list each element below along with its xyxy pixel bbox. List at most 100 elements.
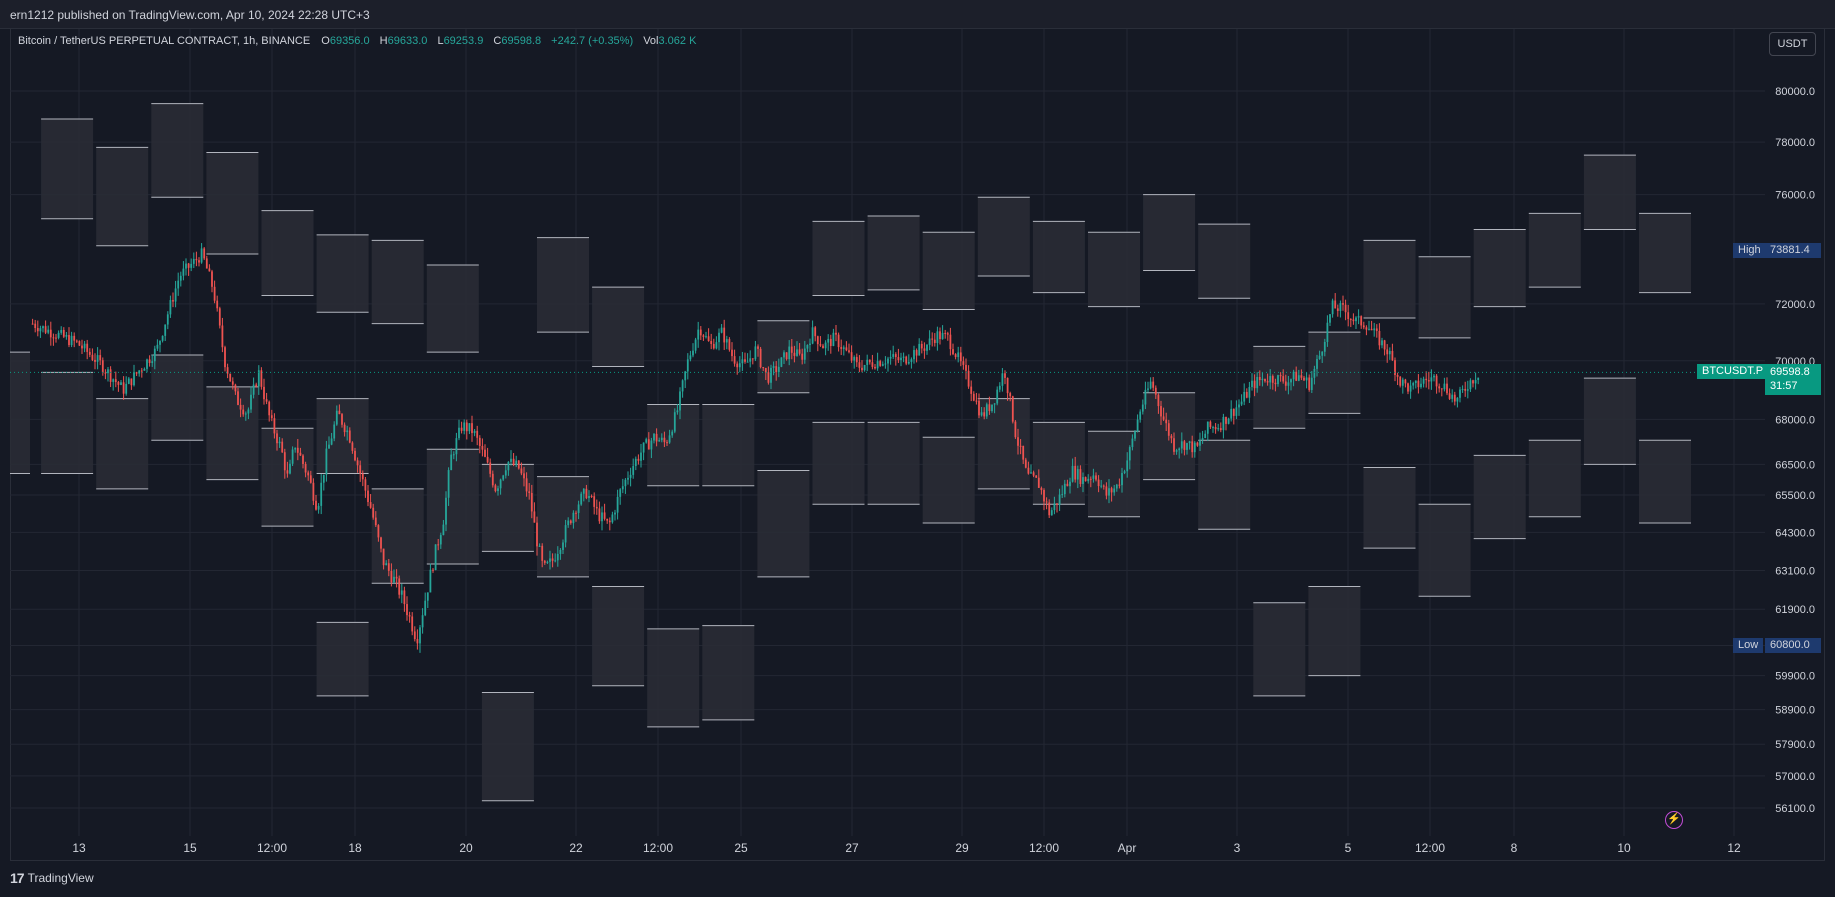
candle-body [96, 355, 99, 362]
candle-body [465, 422, 468, 432]
candle-body [603, 512, 606, 519]
candle-body [1277, 375, 1279, 385]
candle-body [1147, 388, 1149, 390]
candle-body [796, 349, 798, 356]
candle-body [1427, 380, 1430, 382]
candle-body [1240, 401, 1243, 405]
candle-body [200, 248, 203, 263]
candle-body [408, 615, 411, 617]
range-box [922, 437, 975, 523]
candle-body [455, 438, 458, 455]
candle-body [751, 358, 754, 360]
candle-body [354, 450, 356, 461]
range-box [206, 386, 259, 480]
candle-body [1144, 389, 1147, 405]
candle-body [182, 268, 185, 276]
candle-body [161, 335, 164, 341]
candle-body [777, 366, 780, 373]
candle-body [468, 423, 471, 432]
candle-body [931, 338, 934, 340]
candle-body [1196, 442, 1199, 446]
range-box [867, 216, 920, 290]
candle-body [564, 525, 567, 543]
candle-body [133, 372, 135, 386]
bolt-icon[interactable]: ⚡ [1665, 811, 1683, 829]
candle-body [101, 360, 104, 373]
candle-body [1440, 388, 1443, 390]
symbol-title: Bitcoin / TetherUS PERPETUAL CONTRACT, 1… [18, 35, 311, 47]
candle-body [614, 512, 616, 515]
candle-body [1019, 445, 1022, 447]
price-tick-label: 57000.0 [1775, 771, 1815, 783]
candle-body [452, 454, 455, 456]
candle-body [749, 358, 752, 362]
candle-body [1261, 378, 1264, 381]
candle-body [198, 260, 200, 263]
candle-body [205, 258, 208, 269]
low-marker-label: Low [1733, 638, 1764, 653]
candle-body [1365, 327, 1368, 330]
candle-body [559, 549, 562, 554]
candle-body [525, 478, 528, 492]
candle-body [221, 325, 224, 348]
candle-body [497, 488, 499, 492]
candle-body [910, 359, 913, 362]
candle-body [374, 517, 377, 526]
candle-body [1425, 378, 1428, 381]
candle-body [1095, 475, 1097, 480]
candle-body [1118, 484, 1121, 486]
range-box [481, 692, 534, 801]
candle-body [640, 452, 642, 461]
high-label: H [379, 35, 388, 47]
candle-body [426, 592, 429, 601]
candle-body [1009, 393, 1012, 397]
candle-body [824, 342, 827, 349]
candle-body [322, 474, 325, 483]
range-box [977, 197, 1030, 276]
candle-body [588, 495, 590, 499]
candle-body [369, 502, 372, 508]
candle-body [533, 511, 536, 523]
price-tick-label: 61900.0 [1775, 604, 1815, 616]
candle-body [377, 525, 380, 538]
candle-body [1050, 510, 1053, 516]
currency-button[interactable]: USDT [1769, 32, 1816, 56]
candle-body [993, 403, 996, 405]
range-box [702, 625, 755, 720]
range-box [1528, 213, 1581, 288]
candle-body [1006, 377, 1009, 394]
candle-body [1266, 381, 1269, 383]
time-tick-label: 12 [1727, 841, 1741, 855]
candle-body [1087, 478, 1090, 482]
candle-body [237, 391, 239, 405]
candle-body [1373, 328, 1376, 331]
range-box [537, 237, 589, 333]
candle-body [471, 423, 473, 434]
candle-body [1040, 487, 1043, 491]
candle-body [538, 545, 541, 547]
time-tick-label: 22 [569, 841, 583, 855]
candle-body [1477, 377, 1480, 381]
price-tick-label: 80000.0 [1775, 86, 1815, 98]
candle-body [720, 327, 723, 333]
candle-body [1282, 376, 1285, 382]
candle-body [913, 350, 915, 360]
candle-body [291, 449, 294, 464]
candle-body [341, 414, 343, 425]
candle-body [416, 639, 419, 644]
candle-body [1069, 481, 1071, 487]
footer-brand[interactable]: 17 TradingView [10, 870, 94, 886]
change-value: +242.7 (+0.35%) [551, 35, 634, 47]
candle-body [884, 363, 887, 365]
candle-body [949, 334, 952, 350]
candle-body [328, 444, 330, 449]
candle-body [226, 367, 229, 374]
candle-body [952, 349, 954, 355]
range-box [151, 355, 204, 441]
candle-body [231, 381, 234, 385]
range-box [1418, 256, 1471, 338]
publish-info: ern1212 published on TradingView.com, Ap… [10, 8, 370, 22]
candle-body [1251, 380, 1253, 387]
candle-body [783, 352, 785, 358]
